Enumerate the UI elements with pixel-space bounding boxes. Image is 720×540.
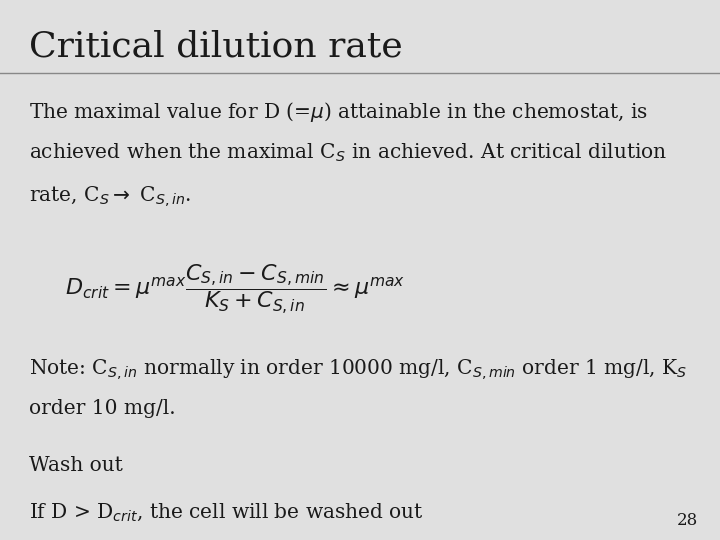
Text: $D_{crit} = \mu^{max} \dfrac{C_{S,in} - C_{S,min}}{K_S + C_{S,in}} \approx \mu^{: $D_{crit} = \mu^{max} \dfrac{C_{S,in} - … [65, 262, 405, 316]
Text: Critical dilution rate: Critical dilution rate [29, 30, 402, 64]
Text: order 10 mg/l.: order 10 mg/l. [29, 399, 176, 418]
Text: Wash out: Wash out [29, 456, 122, 475]
Text: If D > D$_{crit}$, the cell will be washed out: If D > D$_{crit}$, the cell will be wash… [29, 502, 424, 523]
Text: The maximal value for D (=$\mu$) attainable in the chemostat, is: The maximal value for D (=$\mu$) attaina… [29, 100, 648, 124]
Text: rate, C$_S$$\rightarrow$ C$_{S,in}$.: rate, C$_S$$\rightarrow$ C$_{S,in}$. [29, 184, 191, 209]
Text: Note: C$_{S,in}$ normally in order 10000 mg/l, C$_{S,min}$ order 1 mg/l, K$_S$: Note: C$_{S,in}$ normally in order 10000… [29, 357, 687, 382]
Text: achieved when the maximal C$_S$ in achieved. At critical dilution: achieved when the maximal C$_S$ in achie… [29, 142, 667, 164]
Text: 28: 28 [677, 512, 698, 529]
